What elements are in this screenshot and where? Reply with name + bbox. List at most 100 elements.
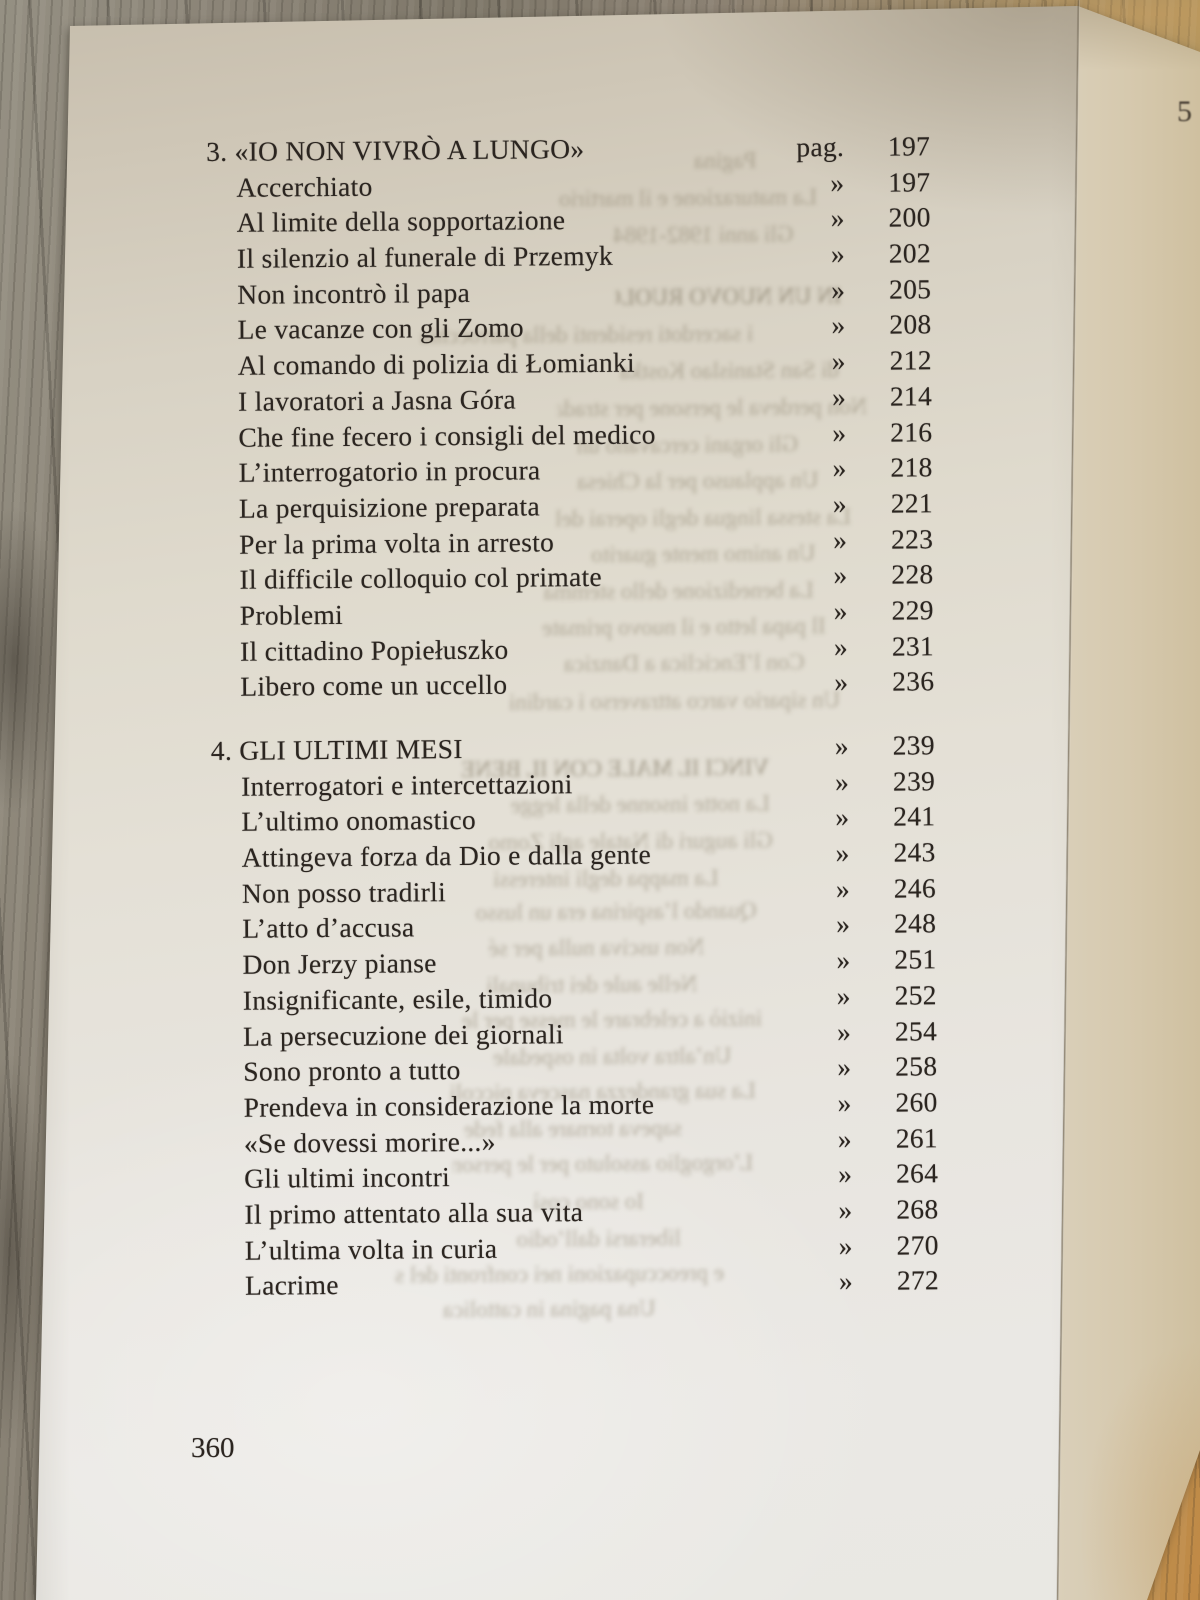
- entry-title: Interrogatori e intercettazioni: [240, 767, 573, 802]
- entry-title: La persecuzione dei giornali: [242, 1017, 564, 1052]
- ditto-marker: »: [833, 559, 848, 591]
- toc-row: Il difficile colloquio col primate » 228: [209, 557, 933, 598]
- entry-title: Libero come un uccello: [240, 668, 508, 703]
- page-number: 236: [892, 665, 935, 697]
- page-number: 239: [892, 764, 936, 797]
- page-number: 218: [890, 451, 933, 483]
- ditto-marker: »: [833, 523, 848, 555]
- entry-title: I lavoratori a Jasna Góra: [237, 383, 517, 417]
- page-number: 214: [889, 380, 933, 412]
- entry-title: Il cittadino Popiełuszko: [239, 633, 509, 667]
- toc-row: Lacrime » 272: [215, 1263, 939, 1304]
- page-number: 246: [893, 872, 937, 904]
- ditto-marker: »: [838, 1229, 853, 1261]
- entry-title: L’atto d’accusa: [242, 911, 415, 945]
- toc-row: Per la prima volta in arresto » 223: [209, 521, 933, 562]
- toc-row: «Se dovessi morire...» » 261: [214, 1120, 938, 1161]
- toc-row: L’ultima volta in curia » 270: [215, 1227, 939, 1268]
- page-number: 272: [896, 1264, 940, 1296]
- entry-title: Accerchiato: [236, 170, 373, 203]
- toc-row: L’atto d’accusa » 248: [212, 906, 936, 947]
- page-number: 228: [891, 558, 934, 590]
- toc-row: 3. «IO NON VIVRÒ A LUNGO» pag. 197: [206, 128, 930, 169]
- section-title: 4. GLI ULTIMI MESI: [210, 733, 463, 766]
- page-number: 200: [888, 201, 931, 234]
- toc-row: Insignificante, esile, timido » 252: [213, 977, 937, 1018]
- toc-row: 4. GLI ULTIMI MESI » 239: [211, 727, 935, 768]
- entry-title: Non posso tradirli: [241, 875, 447, 909]
- page-number: 258: [895, 1050, 938, 1082]
- ditto-marker: »: [838, 1193, 853, 1226]
- toc-row: Libero come un uccello » 236: [210, 664, 934, 705]
- toc-row: La perquisizione preparata » 221: [209, 485, 933, 526]
- entry-title: Attingeva forza da Dio e dalla gente: [241, 838, 652, 873]
- ditto-marker: »: [836, 908, 851, 940]
- entry-title: «Se dovessi morire...»: [243, 1125, 496, 1159]
- ditto-marker: »: [831, 309, 846, 341]
- entry-title: Sono pronto a tutto: [243, 1054, 461, 1087]
- toc-row: Le vacanze con gli Zomo » 208: [207, 307, 931, 348]
- entry-title: Al limite della sopportazione: [236, 204, 566, 239]
- entry-title: Don Jerzy pianse: [242, 947, 437, 980]
- toc-row: Non posso tradirli » 246: [212, 870, 936, 911]
- page-number: 223: [890, 522, 934, 555]
- toc-row: Prendeva in considerazione la morte » 260: [214, 1084, 938, 1125]
- page-number: 251: [894, 943, 937, 975]
- page-number: 243: [893, 836, 936, 868]
- toc-row: I lavoratori a Jasna Góra » 214: [208, 378, 932, 419]
- page-number: 197: [888, 166, 931, 198]
- page-label: pag.: [796, 130, 845, 163]
- ditto-marker: »: [834, 765, 850, 797]
- page-number-folio: 360: [191, 1432, 235, 1464]
- ditto-marker: »: [837, 1051, 852, 1083]
- ditto-marker: »: [832, 416, 847, 448]
- entry-title: Problemi: [239, 598, 344, 631]
- toc-sections: 3. «IO NON VIVRÒ A LUNGO» pag. 197 Accerchi…: [206, 128, 939, 1304]
- page-number: 231: [891, 629, 935, 662]
- entry-title: Il difficile colloquio col primate: [239, 561, 603, 596]
- toc-row: Sono pronto a tutto » 258: [213, 1048, 937, 1089]
- entry-title: Le vacanze con gli Zomo: [237, 311, 525, 346]
- toc-row: Il cittadino Popiełuszko » 231: [210, 628, 934, 669]
- ditto-marker: »: [833, 630, 849, 662]
- toc-row: Problemi » 229: [210, 592, 934, 633]
- ditto-marker: »: [831, 380, 847, 412]
- page-number: 254: [894, 1014, 938, 1047]
- page-number: 270: [896, 1228, 939, 1261]
- toc-row: Attingeva forza da Dio e dalla gente » 243: [212, 834, 936, 875]
- entry-title: L’ultimo onomastico: [241, 804, 477, 838]
- entry-title: Non incontrò il papa: [237, 276, 471, 310]
- toc-row: L’ultimo onomastico » 241: [211, 799, 935, 840]
- page-number: 264: [895, 1157, 939, 1189]
- facing-page-number-fragment: 5: [1177, 95, 1192, 128]
- ditto-marker: »: [832, 452, 847, 484]
- page-number: 216: [890, 415, 933, 448]
- entry-title: Lacrime: [244, 1269, 339, 1302]
- toc-row: L’interrogatorio in procura » 218: [209, 449, 933, 490]
- toc-row: Accerchiato » 197: [206, 164, 930, 205]
- page-number: 252: [894, 979, 937, 1011]
- ditto-marker: »: [836, 1015, 852, 1047]
- ditto-marker: »: [836, 944, 851, 976]
- page-number: 260: [895, 1086, 938, 1118]
- page-number: 221: [890, 487, 934, 519]
- entry-title: Al comando di polizia di Łomianki: [237, 346, 636, 381]
- ditto-marker: »: [834, 666, 849, 698]
- ditto-marker: »: [835, 837, 850, 869]
- ditto-marker: »: [830, 166, 845, 198]
- toc-row: Don Jerzy pianse » 251: [212, 941, 936, 982]
- ditto-marker: »: [836, 979, 851, 1011]
- ditto-marker: »: [833, 594, 848, 627]
- ditto-marker: »: [830, 238, 846, 270]
- toc-row: Al limite della sopportazione » 200: [207, 200, 931, 241]
- ditto-marker: »: [835, 801, 850, 833]
- entry-title: L’interrogatorio in procura: [238, 454, 541, 488]
- page-label: »: [834, 729, 849, 762]
- entry-title: Che fine fecero i consigli del medico: [238, 417, 656, 453]
- page-number: 248: [893, 907, 937, 940]
- ditto-marker: »: [835, 872, 851, 904]
